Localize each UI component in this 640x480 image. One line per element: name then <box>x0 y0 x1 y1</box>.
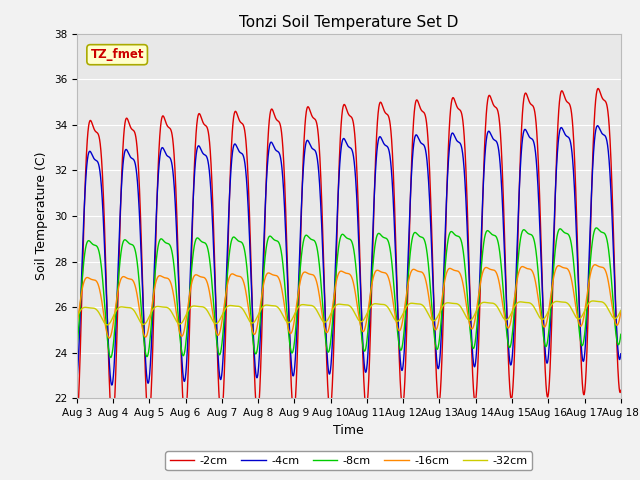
-2cm <box>73 421 81 427</box>
Line: -8cm: -8cm <box>77 228 621 358</box>
-8cm <box>306 236 314 241</box>
-8cm <box>73 345 81 351</box>
-4cm <box>73 378 81 384</box>
-16cm <box>306 271 314 277</box>
-16cm <box>617 309 625 315</box>
Y-axis label: Soil Temperature (C): Soil Temperature (C) <box>35 152 48 280</box>
-16cm <box>573 312 581 318</box>
-32cm <box>617 308 625 313</box>
-8cm <box>107 355 115 360</box>
-32cm <box>332 303 339 309</box>
-8cm <box>573 304 581 310</box>
-4cm <box>301 143 309 148</box>
-16cm <box>591 262 599 268</box>
-16cm <box>468 326 476 332</box>
-8cm <box>332 279 339 285</box>
-8cm <box>593 225 600 231</box>
-32cm <box>306 302 314 308</box>
-4cm <box>600 132 608 138</box>
-32cm <box>573 315 581 321</box>
-2cm <box>617 387 625 393</box>
-4cm <box>108 382 116 388</box>
-2cm <box>600 97 608 103</box>
-4cm <box>594 123 602 129</box>
-16cm <box>332 284 339 289</box>
-32cm <box>589 298 596 304</box>
-16cm <box>301 269 309 275</box>
-8cm <box>301 233 309 239</box>
Line: -4cm: -4cm <box>77 126 621 385</box>
-2cm <box>573 226 581 232</box>
Line: -16cm: -16cm <box>77 265 621 338</box>
-32cm <box>468 316 476 322</box>
-2cm <box>468 356 476 361</box>
-32cm <box>73 314 81 320</box>
-4cm <box>617 351 625 357</box>
-4cm <box>468 344 476 349</box>
Line: -2cm: -2cm <box>77 88 621 424</box>
-2cm <box>332 293 339 299</box>
-2cm <box>306 107 314 113</box>
-32cm <box>301 302 309 308</box>
-32cm <box>600 300 608 306</box>
-16cm <box>73 323 81 328</box>
-32cm <box>103 322 111 328</box>
-4cm <box>332 263 339 268</box>
-2cm <box>595 85 602 91</box>
Legend: -2cm, -4cm, -8cm, -16cm, -32cm: -2cm, -4cm, -8cm, -16cm, -32cm <box>165 451 532 470</box>
Line: -32cm: -32cm <box>77 301 621 325</box>
-2cm <box>301 118 309 123</box>
-8cm <box>617 331 625 337</box>
Title: Tonzi Soil Temperature Set D: Tonzi Soil Temperature Set D <box>239 15 458 30</box>
Text: TZ_fmet: TZ_fmet <box>90 48 144 61</box>
-16cm <box>106 335 113 341</box>
-8cm <box>468 343 476 348</box>
-4cm <box>573 250 581 255</box>
-16cm <box>600 266 608 272</box>
-4cm <box>306 141 314 147</box>
-8cm <box>600 230 608 236</box>
X-axis label: Time: Time <box>333 424 364 437</box>
